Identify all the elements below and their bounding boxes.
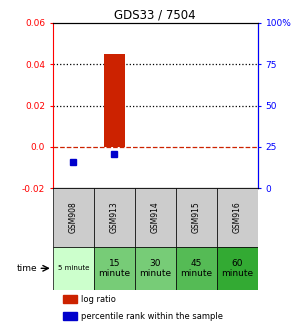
Bar	[53, 188, 94, 247]
Bar	[94, 188, 135, 247]
Bar	[176, 247, 217, 290]
Text: GSM913: GSM913	[110, 202, 119, 233]
Bar	[63, 312, 77, 320]
Text: GSM915: GSM915	[192, 202, 201, 233]
Text: 15
minute: 15 minute	[98, 259, 130, 278]
Text: log ratio: log ratio	[81, 295, 116, 304]
Bar	[135, 247, 176, 290]
Text: GSM914: GSM914	[151, 202, 160, 233]
Text: 45
minute: 45 minute	[180, 259, 212, 278]
Text: 5 minute: 5 minute	[57, 265, 89, 271]
Text: GSM908: GSM908	[69, 202, 78, 233]
Text: GSM916: GSM916	[233, 202, 242, 233]
Title: GDS33 / 7504: GDS33 / 7504	[115, 9, 196, 22]
Bar	[135, 188, 176, 247]
Text: 60
minute: 60 minute	[221, 259, 253, 278]
Bar	[53, 247, 94, 290]
Text: 30
minute: 30 minute	[139, 259, 171, 278]
Bar	[63, 295, 77, 303]
Bar	[176, 188, 217, 247]
Text: percentile rank within the sample: percentile rank within the sample	[81, 312, 224, 321]
Text: time: time	[16, 264, 37, 273]
Bar	[94, 247, 135, 290]
Bar	[217, 247, 258, 290]
Bar	[217, 188, 258, 247]
Bar	[104, 54, 125, 147]
